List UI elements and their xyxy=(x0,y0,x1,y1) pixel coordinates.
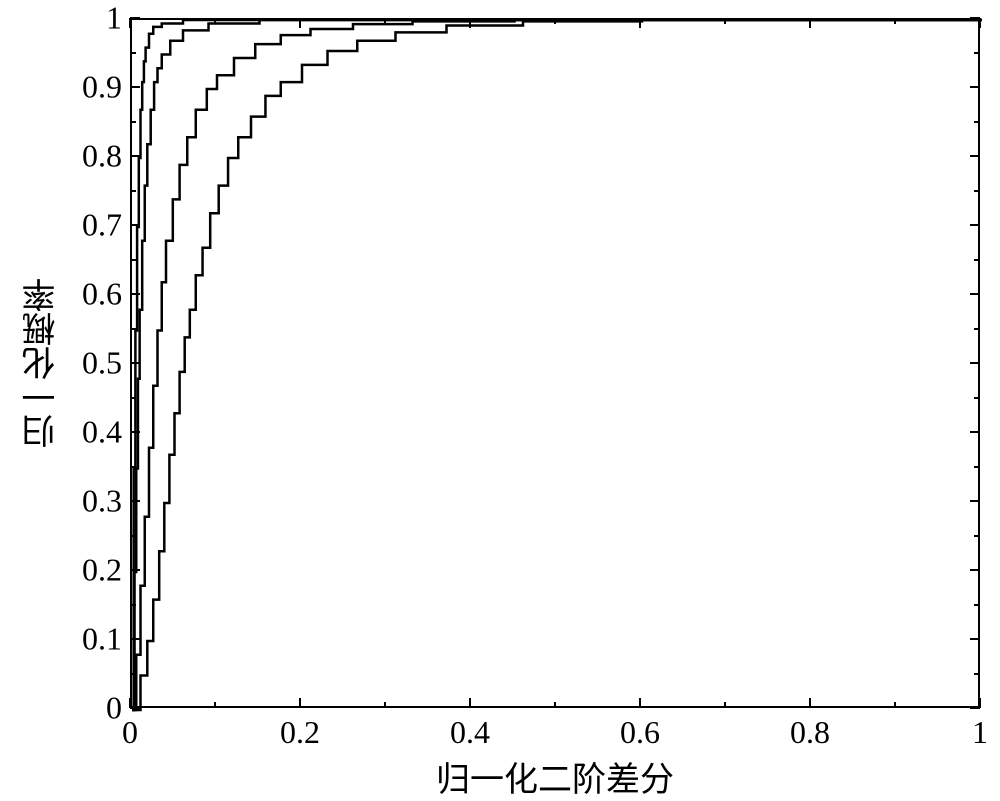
x-tick-major xyxy=(299,698,301,708)
x-tick-major xyxy=(809,18,811,28)
y-tick-major xyxy=(130,293,140,295)
x-tick-minor xyxy=(894,702,896,708)
y-tick-label: 1 xyxy=(106,0,122,37)
y-tick-minor xyxy=(974,535,980,537)
y-tick-major xyxy=(970,17,980,19)
curve-3 xyxy=(132,20,982,710)
y-tick-minor xyxy=(974,604,980,606)
y-tick-label: 0.9 xyxy=(82,69,122,106)
y-tick-minor xyxy=(130,328,136,330)
y-tick-major xyxy=(970,293,980,295)
figure: 归一化二阶差分 归一化概率 0 0.2 0.4 0.6 0.8 1 0 0.1 0.2 0.3 0.… xyxy=(0,0,1000,799)
x-tick-label: 1 xyxy=(972,714,988,751)
x-tick-major xyxy=(809,698,811,708)
y-tick-major xyxy=(130,155,140,157)
y-tick-label: 0.5 xyxy=(82,345,122,382)
x-tick-label: 0.2 xyxy=(280,714,320,751)
y-tick-major xyxy=(970,86,980,88)
y-tick-major xyxy=(130,224,140,226)
y-tick-major xyxy=(970,638,980,640)
x-tick-minor xyxy=(214,18,216,24)
y-tick-minor xyxy=(974,466,980,468)
y-tick-minor xyxy=(130,397,136,399)
y-tick-label: 0.6 xyxy=(82,276,122,313)
y-tick-major xyxy=(970,431,980,433)
x-tick-minor xyxy=(554,702,556,708)
y-tick-major xyxy=(130,569,140,571)
y-tick-major xyxy=(130,500,140,502)
y-tick-major xyxy=(970,362,980,364)
x-tick-major xyxy=(469,698,471,708)
y-tick-major xyxy=(130,17,140,19)
y-tick-major xyxy=(970,155,980,157)
y-tick-major xyxy=(970,707,980,709)
x-tick-minor xyxy=(894,18,896,24)
y-tick-label: 0 xyxy=(106,690,122,727)
y-tick-minor xyxy=(130,673,136,675)
y-tick-minor xyxy=(974,52,980,54)
plot-area xyxy=(130,18,980,708)
curve-2 xyxy=(132,20,982,710)
y-tick-major xyxy=(130,638,140,640)
y-tick-major xyxy=(970,569,980,571)
y-tick-minor xyxy=(974,397,980,399)
x-tick-major xyxy=(469,18,471,28)
x-tick-minor xyxy=(384,702,386,708)
y-tick-minor xyxy=(130,52,136,54)
y-tick-major xyxy=(130,707,140,709)
y-tick-label: 0.8 xyxy=(82,138,122,175)
x-tick-label: 0 xyxy=(122,714,138,751)
y-tick-label: 0.4 xyxy=(82,414,122,451)
x-tick-major xyxy=(639,18,641,28)
x-axis-label: 归一化二阶差分 xyxy=(436,752,674,801)
y-tick-minor xyxy=(974,259,980,261)
y-tick-minor xyxy=(130,121,136,123)
x-tick-minor xyxy=(384,18,386,24)
x-tick-minor xyxy=(724,18,726,24)
y-tick-minor xyxy=(130,190,136,192)
y-tick-minor xyxy=(974,190,980,192)
curve-canvas xyxy=(132,20,982,710)
x-tick-minor xyxy=(724,702,726,708)
x-tick-major xyxy=(299,18,301,28)
y-tick-major xyxy=(130,86,140,88)
y-tick-major xyxy=(970,224,980,226)
y-tick-label: 0.1 xyxy=(82,621,122,658)
y-tick-label: 0.7 xyxy=(82,207,122,244)
y-tick-major xyxy=(130,431,140,433)
y-tick-minor xyxy=(130,604,136,606)
y-tick-minor xyxy=(130,535,136,537)
y-tick-major xyxy=(130,362,140,364)
y-tick-label: 0.2 xyxy=(82,552,122,589)
y-tick-minor xyxy=(974,328,980,330)
curve-1-steep xyxy=(132,20,982,710)
x-tick-major xyxy=(639,698,641,708)
y-tick-label: 0.3 xyxy=(82,483,122,520)
y-axis-label: 归一化概率 xyxy=(18,278,67,448)
curve-4-shallow xyxy=(132,20,982,710)
y-tick-major xyxy=(970,500,980,502)
x-tick-label: 0.4 xyxy=(450,714,490,751)
y-tick-minor xyxy=(974,121,980,123)
x-tick-label: 0.6 xyxy=(620,714,660,751)
x-tick-minor xyxy=(554,18,556,24)
y-tick-minor xyxy=(130,466,136,468)
x-tick-label: 0.8 xyxy=(790,714,830,751)
x-tick-major xyxy=(129,18,131,28)
x-tick-minor xyxy=(214,702,216,708)
x-tick-major xyxy=(979,18,981,28)
y-tick-minor xyxy=(974,673,980,675)
y-tick-minor xyxy=(130,259,136,261)
